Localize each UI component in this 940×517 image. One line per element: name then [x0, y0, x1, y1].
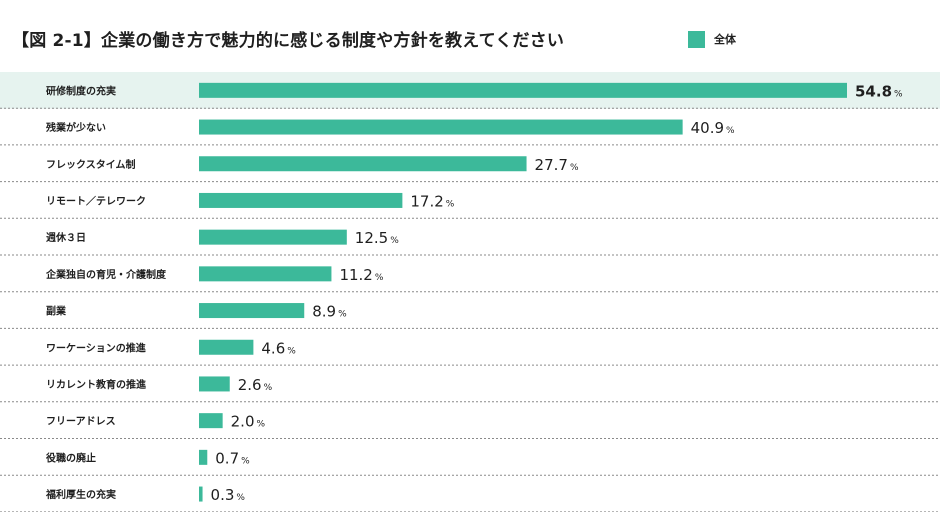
bar [199, 156, 527, 172]
bar [199, 266, 332, 282]
category-label: フリーアドレス [46, 416, 116, 428]
data-label: 0.7% [215, 449, 250, 467]
data-label: 27.7% [535, 156, 579, 174]
data-label: 0.3% [211, 486, 246, 504]
unit-label: % [257, 420, 266, 430]
category-label: 研修制度の充実 [46, 84, 116, 97]
category-label: 役職の廃止 [46, 451, 96, 464]
bar [199, 413, 223, 429]
data-label: 4.6% [261, 339, 296, 357]
unit-label: % [287, 346, 296, 356]
category-label: 副業 [46, 305, 67, 318]
unit-label: % [726, 126, 735, 136]
unit-label: % [264, 383, 273, 393]
chart-title: 【図 2-1】企業の働き方で魅力的に感じる制度や方針を教えてください [12, 31, 565, 51]
category-label: フレックスタイム制 [46, 158, 136, 171]
data-label: 40.9% [691, 119, 735, 137]
category-label: リカレント教育の推進 [46, 378, 147, 391]
unit-label: % [375, 273, 384, 283]
legend: 全体 [688, 30, 736, 48]
data-label: 11.2% [339, 266, 383, 284]
category-label: リモート／テレワーク [46, 194, 146, 207]
bar-chart: 研修制度の充実 54.8 % 残業が少ない 40.9 % フレックスタイム制 27.7 % リモー… [0, 72, 940, 512]
bar [199, 449, 208, 465]
legend-label: 全体 [714, 33, 736, 46]
legend-swatch [688, 30, 705, 48]
unit-label: % [338, 310, 347, 320]
unit-label: % [241, 456, 250, 466]
category-label: 企業独自の育児・介護制度 [45, 268, 167, 281]
bar [199, 82, 847, 98]
bar [199, 192, 403, 208]
unit-label: % [390, 236, 399, 246]
bar [199, 119, 683, 135]
data-label: 2.6% [238, 376, 273, 394]
category-label: ワーケーションの推進 [46, 341, 147, 354]
unit-label: % [894, 89, 903, 99]
data-label: 17.2% [410, 192, 454, 210]
bar [199, 229, 347, 245]
category-label: 福利厚生の充実 [45, 488, 116, 501]
category-label: 週休３日 [46, 231, 86, 244]
unit-label: % [236, 493, 245, 503]
data-label: 12.5% [355, 229, 399, 247]
bar [199, 486, 203, 502]
bar [199, 339, 254, 355]
unit-label: % [570, 163, 579, 173]
data-label: 54.8% [855, 82, 903, 100]
data-label: 8.9% [312, 303, 347, 321]
category-label: 残業が少ない [46, 121, 106, 134]
bar [199, 303, 305, 319]
bar [199, 376, 230, 392]
unit-label: % [446, 199, 455, 209]
data-label: 2.0% [231, 413, 266, 431]
